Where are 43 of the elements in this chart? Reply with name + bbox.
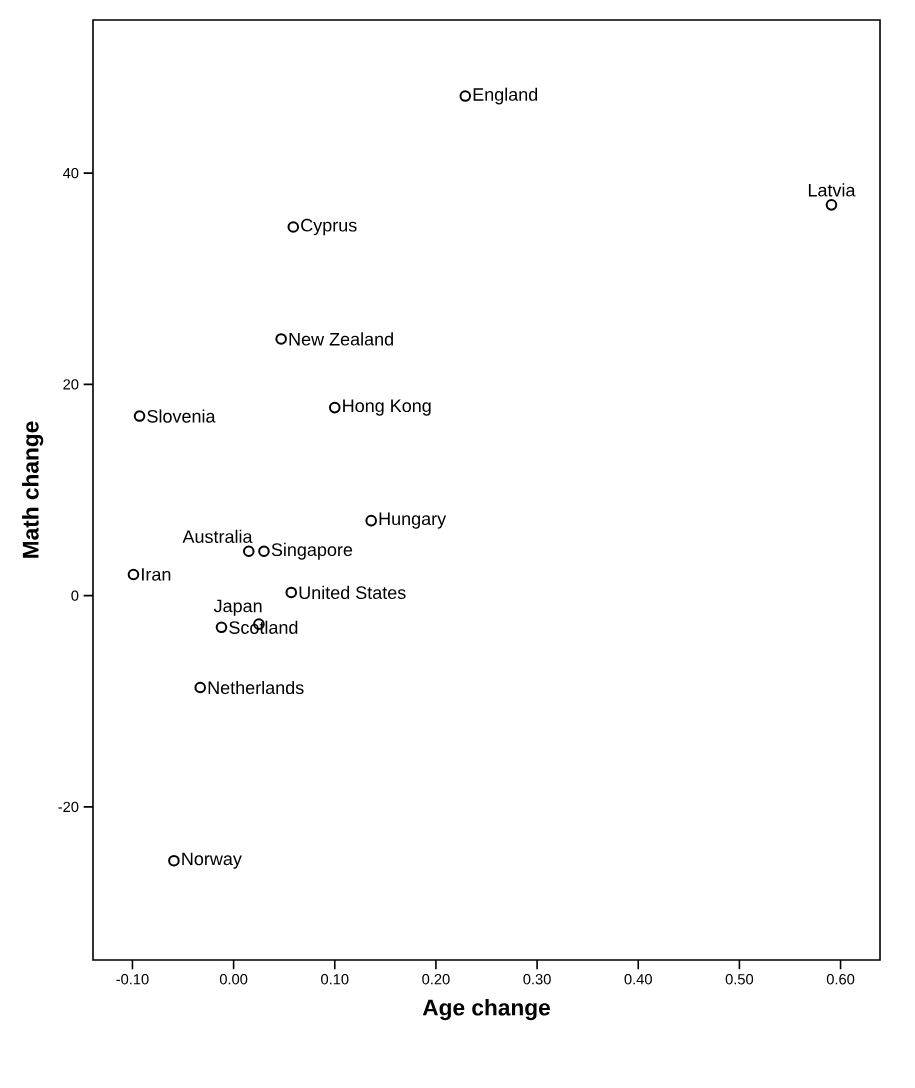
- y-tick-label: 0: [71, 590, 79, 601]
- annotation: United States: [299, 585, 406, 600]
- annotation: Slovenia: [147, 409, 216, 423]
- x-tick-label: 0.20: [422, 974, 450, 985]
- x-tick-label: 0.10: [321, 974, 349, 985]
- point: [459, 90, 472, 102]
- point: [275, 333, 287, 345]
- annotation: Iran: [142, 568, 171, 581]
- point: [285, 586, 298, 599]
- annotation: England: [473, 87, 538, 105]
- point: [215, 621, 228, 634]
- annotation: Australia: [182, 529, 253, 543]
- point: [242, 545, 255, 558]
- annotation: Japan: [213, 599, 262, 616]
- point: [365, 514, 377, 527]
- point: [328, 401, 341, 414]
- point: [133, 410, 146, 422]
- point: [258, 545, 270, 558]
- annotation: Norway: [182, 852, 242, 869]
- y-tick-label: 40: [62, 167, 79, 179]
- x-tick-label: 0.00: [219, 974, 248, 985]
- x-tick-label: 0.60: [826, 974, 855, 985]
- x-tick-label: -0.10: [116, 974, 149, 985]
- x-tick-label: 0.30: [523, 974, 551, 985]
- annotation: Singapore: [271, 542, 353, 560]
- point: [825, 199, 838, 211]
- annotation: New Zealand: [289, 332, 393, 346]
- point: [127, 568, 140, 581]
- x-axis-title: Age change: [422, 998, 550, 1021]
- annotation: Hungary: [379, 512, 447, 529]
- annotation: Hong Kong: [343, 399, 431, 416]
- annotation: Cyprus: [301, 218, 357, 236]
- point: [194, 681, 207, 694]
- annotation: Latvia: [808, 183, 856, 197]
- annotation: Netherlands: [208, 680, 304, 695]
- y-axis-title: Math change: [22, 421, 44, 558]
- y-tick-label: -20: [58, 801, 79, 813]
- x-tick-label: 0.50: [725, 974, 754, 985]
- annotation: Scotland: [229, 620, 298, 634]
- x-tick-label: 0.40: [624, 974, 652, 985]
- y-tick-label: 20: [63, 379, 79, 390]
- point: [287, 221, 300, 233]
- point: [168, 854, 180, 867]
